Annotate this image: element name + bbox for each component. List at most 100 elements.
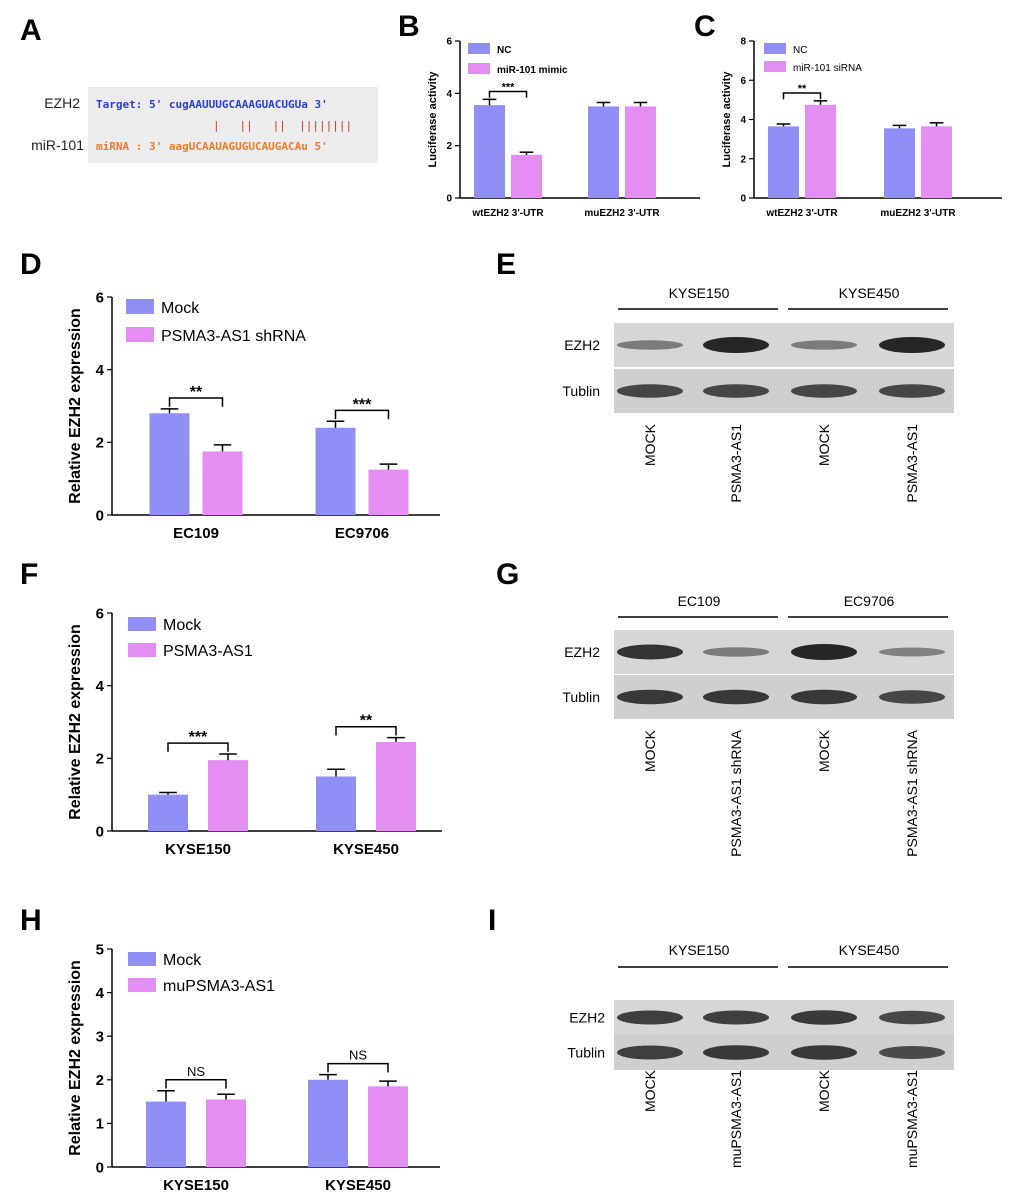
significance-label: ** <box>190 384 203 401</box>
blot-band <box>703 647 769 657</box>
y-tick-label: 6 <box>96 289 104 306</box>
legend-label: miR-101 mimic <box>497 65 568 76</box>
bar-nc <box>884 128 915 198</box>
y-tick-label: 4 <box>96 678 105 695</box>
chart-d: 0 2 4 6 Relative EZH2 expression EC109 EC9706 *… <box>67 289 440 542</box>
x-tick-label: EC109 <box>173 525 219 542</box>
blot-band <box>791 1045 857 1060</box>
panel-label-c: C <box>694 10 716 43</box>
bar-psma3-as1 <box>376 741 416 831</box>
chart-h: 0 1 2 3 4 5 Relative EZH2 expression KYSE150 KYS… <box>67 941 440 1194</box>
legend-swatch <box>126 327 154 342</box>
group-label: KYSE450 <box>839 942 900 958</box>
y-axis-title: Relative EZH2 expression <box>67 308 84 504</box>
y-tick-label: 2 <box>740 154 746 165</box>
legend-swatch <box>128 643 156 657</box>
y-tick-label: 0 <box>740 194 746 205</box>
bar-mupsma3-as1 <box>368 1086 408 1167</box>
x-tick-label: muEZH2 3'-UTR <box>880 208 956 219</box>
blot-band <box>617 1045 683 1060</box>
legend-swatch <box>468 43 490 54</box>
significance-bracket <box>165 1079 227 1089</box>
bar-mir-101-mimic <box>511 154 542 198</box>
gene-label: EZH2 <box>44 95 80 111</box>
y-tick-label: 0 <box>96 507 104 524</box>
blot-band <box>879 690 945 704</box>
y-tick-label: 4 <box>96 362 105 379</box>
legend-swatch <box>468 63 490 74</box>
blot-band <box>791 1010 857 1025</box>
legend-label: miR-101 siRNA <box>793 63 862 74</box>
legend-label: Mock <box>163 952 202 969</box>
bar-mock <box>316 776 356 831</box>
y-axis-title: Luciferase activity <box>427 71 439 168</box>
lane-label: MOCK <box>642 1069 658 1112</box>
bar-psma3-as1 <box>208 760 248 831</box>
blot-band <box>791 340 857 350</box>
lane-label: MOCK <box>816 423 832 466</box>
y-tick-label: 0 <box>446 194 452 205</box>
panel-label-e: E <box>496 248 516 281</box>
blot-band <box>703 1010 769 1025</box>
significance-bracket <box>334 409 390 420</box>
significance-label: *** <box>353 396 372 413</box>
lane-label: PSMA3-AS1 <box>728 424 744 503</box>
bar-nc <box>474 105 505 198</box>
bar-mock <box>146 1101 186 1167</box>
significance-bracket <box>335 725 397 736</box>
bar-mupsma3-as1 <box>206 1099 246 1167</box>
blot-band <box>791 384 857 398</box>
blot-band <box>617 644 683 660</box>
y-tick-label: 5 <box>96 941 104 958</box>
chart-c: 0 2 4 6 8 Luciferase activity wtEZH2 3'-UTR muE… <box>721 37 1002 219</box>
x-tick-label: wtEZH2 3'-UTR <box>471 208 544 219</box>
x-tick-label: KYSE150 <box>163 1177 229 1194</box>
legend-swatch <box>126 299 154 314</box>
y-tick-label: 2 <box>96 435 104 452</box>
blot-e: KYSE150 KYSE450 EZH2 Tublin MOCK PSMA3-AS1 MOC… <box>562 285 954 503</box>
mirna-label: miR-101 <box>31 137 84 153</box>
significance-bracket <box>167 742 229 752</box>
y-axis-title: Luciferase activity <box>721 71 733 168</box>
lane-label: MOCK <box>642 423 658 466</box>
target-sequence: Target: 5' cugAAUUUGCAAAGUACUGUa 3' <box>96 98 328 111</box>
significance-bracket <box>488 90 528 98</box>
panel-label-a: A <box>20 14 42 47</box>
lane-label: MOCK <box>816 729 832 772</box>
lane-label: PSMA3-AS1 <box>904 424 920 503</box>
y-tick-label: 4 <box>446 89 452 100</box>
lane-label: PSMA3-AS1 shRNA <box>728 729 744 856</box>
bar-psma3-as1-shrna <box>202 451 243 515</box>
blot-band <box>703 337 769 353</box>
y-tick-label: 2 <box>96 1072 104 1089</box>
blot-band <box>617 1010 683 1025</box>
group-label: KYSE150 <box>669 285 730 301</box>
blot-band <box>879 1046 945 1059</box>
significance-label: ** <box>360 713 373 730</box>
lane-label: muPSMA3-AS1 <box>904 1070 920 1168</box>
bar-mock <box>308 1079 348 1167</box>
panel-label-g: G <box>496 558 519 591</box>
panel-label-b: B <box>398 10 420 43</box>
mirna-sequence: miRNA : 3' aagUCAAUAGUGUCAUGACAu 5' <box>96 140 328 153</box>
y-tick-label: 4 <box>740 115 746 126</box>
legend-swatch <box>764 61 786 72</box>
panel-label-f: F <box>20 558 38 591</box>
lane-label: PSMA3-AS1 shRNA <box>904 729 920 856</box>
x-tick-label: EC9706 <box>335 525 389 542</box>
x-tick-label: muEZH2 3'-UTR <box>584 208 660 219</box>
y-tick-label: 1 <box>96 1116 104 1133</box>
group-label: KYSE450 <box>839 285 900 301</box>
legend-label: NC <box>793 45 807 56</box>
y-tick-label: 2 <box>446 141 452 152</box>
blot-band <box>617 340 683 350</box>
significance-label: NS <box>349 1048 367 1063</box>
row-label: EZH2 <box>569 1010 605 1026</box>
y-tick-label: 0 <box>96 823 104 840</box>
blot-band <box>791 689 857 705</box>
blot-band <box>791 644 857 660</box>
pairing-bars: | || || |||||||| <box>213 119 352 132</box>
row-label: Tublin <box>567 1045 605 1061</box>
legend-swatch <box>764 43 786 54</box>
row-label: Tublin <box>562 689 600 705</box>
